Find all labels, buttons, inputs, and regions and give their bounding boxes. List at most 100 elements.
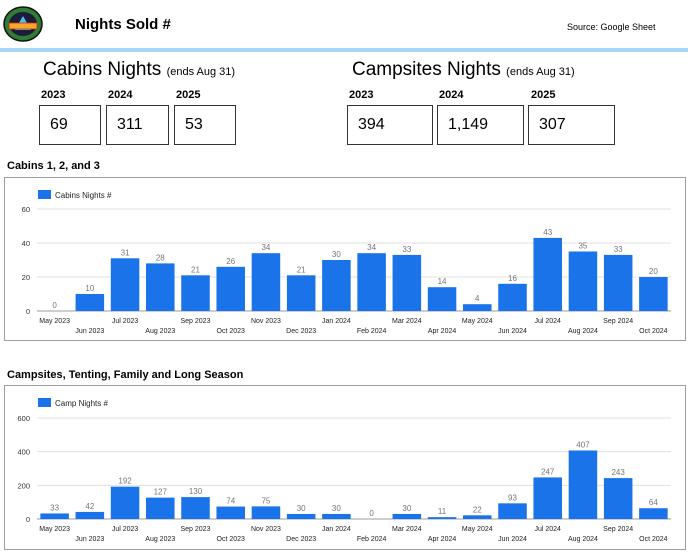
campsites-chart: 0 200 400 600 Camp Nights # 33 May 2023 42 Jun 2… — [4, 385, 686, 550]
y-tick-label: 60 — [22, 205, 30, 214]
bar — [322, 260, 351, 311]
data-label: 35 — [578, 242, 587, 251]
cabins-year-label: 2025 — [176, 89, 201, 101]
x-tick-label: Mar 2024 — [392, 318, 422, 325]
data-label: 74 — [226, 497, 235, 506]
legend-label: Cabins Nights # — [55, 191, 112, 200]
y-tick-label: 400 — [17, 448, 30, 457]
x-tick-label: May 2024 — [462, 526, 493, 533]
x-tick-label: Sep 2023 — [181, 318, 211, 325]
y-tick-label: 200 — [17, 481, 30, 490]
x-tick-label: Jun 2023 — [75, 536, 104, 543]
x-tick-label: May 2023 — [39, 526, 70, 533]
data-label: 28 — [156, 253, 165, 262]
chart-svg: 0 20 40 60 Cabins Nights # 0 May 2023 10 Jun 202… — [22, 190, 671, 335]
x-tick-label: Oct 2023 — [217, 536, 246, 543]
chart-svg: 0 200 400 600 Camp Nights # 33 May 2023 42 Jun 2… — [17, 398, 671, 543]
x-tick-label: Jun 2024 — [498, 536, 527, 543]
bar — [603, 478, 633, 519]
bar — [568, 450, 598, 519]
data-label: 21 — [191, 265, 200, 274]
bar — [533, 237, 562, 311]
campsites-year-label: 2024 — [439, 89, 464, 101]
x-tick-label: Nov 2023 — [251, 318, 281, 325]
data-label: 31 — [121, 248, 130, 257]
data-label: 14 — [438, 277, 447, 286]
bar — [322, 513, 351, 519]
bar — [603, 254, 633, 311]
data-label: 243 — [611, 468, 625, 477]
cabins-kpi-2023: 69 — [39, 105, 101, 145]
data-label: 130 — [189, 487, 203, 496]
y-tick-label: 0 — [26, 515, 30, 524]
data-label: 21 — [297, 265, 306, 274]
data-label: 33 — [614, 245, 623, 254]
x-tick-label: Mar 2024 — [392, 526, 422, 533]
campground-logo-icon — [3, 6, 43, 42]
x-tick-label: Jul 2023 — [112, 526, 139, 533]
bar — [110, 258, 140, 311]
data-label: 34 — [261, 243, 270, 252]
bar — [427, 517, 457, 519]
cabins-kpi-2024: 311 — [106, 105, 169, 145]
bar — [639, 277, 668, 311]
data-label: 20 — [649, 267, 658, 276]
data-label: 0 — [369, 509, 374, 518]
x-tick-label: Jul 2023 — [112, 318, 139, 325]
cabins-summary-title: Cabins Nights (ends Aug 31) — [43, 59, 235, 81]
data-label: 0 — [52, 301, 57, 310]
x-tick-label: Dec 2023 — [286, 536, 316, 543]
data-label: 10 — [85, 284, 94, 293]
campsites-year-label: 2023 — [349, 89, 374, 101]
x-tick-label: Jul 2024 — [534, 318, 561, 325]
bar — [392, 513, 422, 519]
x-tick-label: Sep 2023 — [181, 526, 211, 533]
cabins-year-label: 2024 — [108, 89, 133, 101]
campsites-summary-title: Campsites Nights (ends Aug 31) — [352, 59, 575, 81]
data-label: 407 — [576, 440, 590, 449]
x-tick-label: May 2023 — [39, 318, 70, 325]
data-label: 22 — [473, 505, 482, 514]
data-label: 33 — [50, 503, 59, 512]
data-label: 64 — [649, 498, 658, 507]
page-title: Nights Sold # — [75, 16, 171, 33]
x-tick-label: Sep 2024 — [603, 526, 633, 533]
bar — [181, 275, 210, 311]
data-label: 75 — [261, 496, 270, 505]
x-tick-label: Oct 2024 — [639, 536, 668, 543]
cabins-year-label: 2023 — [41, 89, 66, 101]
bar — [146, 497, 175, 519]
bar — [40, 513, 69, 519]
bar — [498, 283, 527, 311]
campsites-chart-title: Campsites, Tenting, Family and Long Seas… — [7, 369, 244, 381]
data-label: 30 — [332, 250, 341, 259]
bar — [498, 503, 527, 519]
bar — [146, 263, 175, 311]
x-tick-label: Jun 2023 — [75, 328, 104, 335]
data-label: 43 — [543, 228, 552, 237]
y-tick-label: 40 — [22, 239, 30, 248]
data-label: 127 — [154, 488, 168, 497]
x-tick-label: Feb 2024 — [357, 536, 387, 543]
x-tick-label: Jan 2024 — [322, 318, 351, 325]
cabins-summary-subtitle: (ends Aug 31) — [166, 66, 236, 78]
y-tick-label: 20 — [22, 273, 30, 282]
x-tick-label: May 2024 — [462, 318, 493, 325]
data-label: 30 — [297, 504, 306, 513]
x-tick-label: Feb 2024 — [357, 328, 387, 335]
bar — [216, 506, 245, 519]
cabins-chart-title: Cabins 1, 2, and 3 — [7, 160, 100, 172]
x-tick-label: Oct 2023 — [217, 328, 246, 335]
bar — [286, 513, 316, 519]
legend-swatch — [38, 398, 51, 407]
data-label: 30 — [402, 504, 411, 513]
x-tick-label: Aug 2023 — [145, 328, 175, 335]
legend-label: Camp Nights # — [55, 399, 108, 408]
campsites-kpi-2023: 394 — [347, 105, 433, 145]
bar — [357, 253, 386, 311]
bar — [181, 497, 210, 519]
bar — [463, 304, 492, 311]
bar — [251, 253, 281, 311]
campsites-year-label: 2025 — [531, 89, 556, 101]
bar — [533, 477, 562, 519]
